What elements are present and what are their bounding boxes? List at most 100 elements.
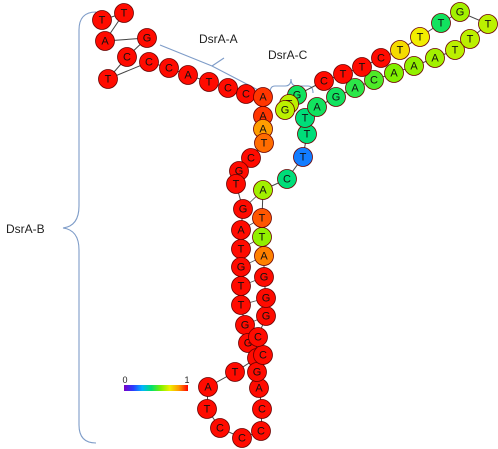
nucleotide-base-letter: A xyxy=(259,92,267,104)
nucleotide: T xyxy=(445,40,465,60)
nucleotide: T xyxy=(333,64,353,84)
nucleotide-base-letter: A xyxy=(255,383,263,395)
nucleotide-base-letter: C xyxy=(247,153,255,165)
nucleotide-base-letter: C xyxy=(377,53,385,65)
nucleotide-circle xyxy=(218,78,238,98)
nucleotide: T xyxy=(98,69,118,89)
nucleotide-base-letter: C xyxy=(242,89,250,101)
nucleotide-base-letter: T xyxy=(121,8,128,20)
nucleotide-base-letter: C xyxy=(224,83,232,95)
nucleotide-base-letter: T xyxy=(105,74,112,86)
nucleotide-circle xyxy=(139,52,159,72)
nucleotide-base-letter: T xyxy=(300,152,307,164)
nucleotide-circle xyxy=(345,78,365,98)
nucleotide-base-letter: A xyxy=(351,83,359,95)
nucleotide-base-letter: A xyxy=(101,36,109,48)
nucleotide-circle xyxy=(197,399,217,419)
nucleotide-circle xyxy=(352,57,372,77)
nucleotide-base-letter: A xyxy=(260,251,268,263)
nucleotide-base-letter: G xyxy=(260,272,269,284)
nucleotide: T xyxy=(460,29,480,49)
nucleotide: C xyxy=(210,418,230,438)
nucleotide-circle xyxy=(410,27,430,47)
nucleotide-circle xyxy=(314,71,334,91)
nucleotide-base-letter: C xyxy=(123,52,131,64)
nucleotide-base-letter: T xyxy=(238,244,245,256)
nucleotide: T xyxy=(226,174,246,194)
nucleotide: T xyxy=(352,57,372,77)
nucleotide: A xyxy=(254,246,274,266)
nucleotide: T xyxy=(252,227,272,247)
nucleotide-circle xyxy=(137,28,157,48)
nucleotide-base-letter: T xyxy=(238,281,245,293)
nucleotide: C xyxy=(252,399,272,419)
nucleotide: A xyxy=(231,220,251,240)
nucleotide-circle xyxy=(326,87,346,107)
nucleotide-circle xyxy=(248,327,268,347)
nucleotide-base-letter: T xyxy=(261,138,268,150)
nucleotide-base-letter: A xyxy=(184,70,192,82)
nucleotide-circle xyxy=(307,97,327,117)
nucleotide: T xyxy=(293,147,313,167)
nucleotide: T xyxy=(390,40,410,60)
nucleotide-base-letter: C xyxy=(257,426,265,438)
nucleotide: A xyxy=(425,48,445,68)
nucleotide: T xyxy=(252,208,272,228)
nucleotide: C xyxy=(159,58,179,78)
nucleotide-circle xyxy=(199,72,219,92)
nucleotide-base-letter: T xyxy=(397,45,404,57)
nucleotide: T xyxy=(254,133,274,153)
nucleotide-circle xyxy=(431,13,451,33)
nucleotide-circle xyxy=(277,169,297,189)
dsrA-a-label: DsrA-A xyxy=(199,32,238,46)
nucleotide-base-letter: G xyxy=(456,7,465,19)
nucleotide-circle xyxy=(390,40,410,60)
nucleotide: T xyxy=(231,295,251,315)
nucleotide-base-letter: C xyxy=(259,350,267,362)
nucleotide-circle xyxy=(251,421,271,441)
scale-max-label: 1 xyxy=(184,375,189,385)
nucleotide: C xyxy=(253,345,273,365)
nucleotide: C xyxy=(232,428,252,448)
nucleotide-circle xyxy=(198,377,218,397)
nucleotide-base-letter: A xyxy=(431,53,439,65)
nucleotide-base-letter: T xyxy=(204,404,211,416)
nucleotide: T xyxy=(231,239,251,259)
nucleotide-circle xyxy=(252,399,272,419)
nucleotide-base-letter: T xyxy=(467,34,474,46)
nucleotide-circle xyxy=(114,3,134,23)
nucleotide: C xyxy=(277,169,297,189)
nucleotide: A xyxy=(384,63,404,83)
nucleotide: G xyxy=(450,2,470,22)
nucleotide-circle xyxy=(293,147,313,167)
nucleotide-circle xyxy=(232,428,252,448)
nucleotide-circle xyxy=(98,69,118,89)
nucleotide-base-letter: A xyxy=(259,185,267,197)
nucleotide-base-letter: T xyxy=(359,62,366,74)
nucleotide-circle xyxy=(333,64,353,84)
nucleotide-base-letter: G xyxy=(253,367,262,379)
nucleotide: C xyxy=(371,48,391,68)
nucleotide-circle xyxy=(92,10,112,30)
nucleotide-circle xyxy=(95,31,115,51)
nucleotide-base-letter: C xyxy=(238,433,246,445)
nucleotide-base-letter: T xyxy=(452,45,459,57)
nucleotide: A xyxy=(307,97,327,117)
dsrA-c-label: DsrA-C xyxy=(268,48,308,62)
nucleotide-base-letter: A xyxy=(259,111,267,123)
nucleotide-base-letter: G xyxy=(241,320,250,332)
nucleotide: T xyxy=(92,10,112,30)
nucleotide-base-letter: T xyxy=(485,19,492,31)
nucleotide-circle xyxy=(254,267,274,287)
nucleotide-base-letter: T xyxy=(259,232,266,244)
nucleotide: C xyxy=(139,52,159,72)
nucleotide-circle xyxy=(256,288,276,308)
nucleotide-circle xyxy=(254,133,274,153)
nucleotide: G xyxy=(256,306,276,326)
nucleotide-base-letter: G xyxy=(235,166,244,178)
nucleotide-circle xyxy=(384,63,404,83)
nucleotide: T xyxy=(114,3,134,23)
nucleotide-circle xyxy=(210,418,230,438)
nucleotide-base-letter: T xyxy=(304,129,311,141)
nucleotide-circle xyxy=(450,2,470,22)
